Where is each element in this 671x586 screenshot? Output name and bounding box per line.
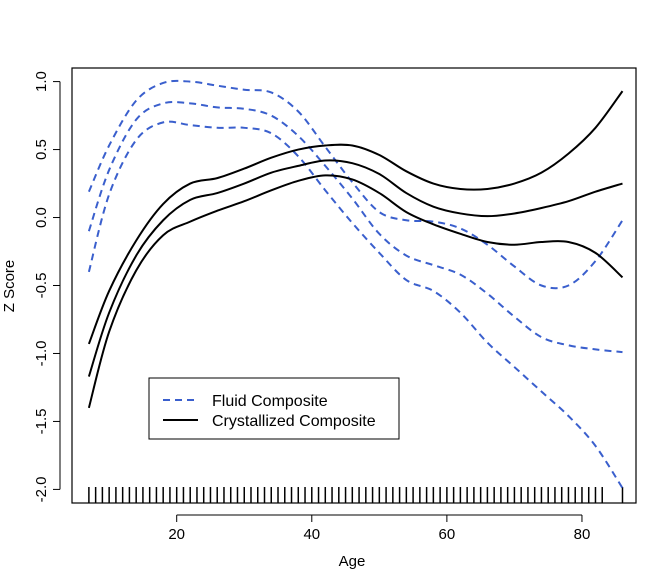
- y-tick-label: -2.0: [33, 476, 50, 502]
- y-tick-label: -0.5: [33, 273, 50, 299]
- series-lines: [87, 79, 624, 489]
- y-axis-label: Z Score: [1, 260, 18, 313]
- legend-label-fluid: Fluid Composite: [212, 393, 328, 410]
- x-tick-label: 40: [303, 526, 320, 543]
- series-line-fluid-composite-upper: [87, 79, 624, 290]
- series-line-crystallized-composite-upper: [87, 90, 624, 345]
- y-tick-label: 1.0: [33, 71, 50, 92]
- rug-marks: [88, 487, 624, 503]
- legend-label-crystallized: Crystallized Composite: [212, 413, 376, 430]
- x-axis-label: Age: [339, 553, 366, 570]
- series-line-crystallized-composite-lower: [87, 174, 624, 409]
- plot-frame: [71, 67, 637, 504]
- series-line-crystallized-composite: [87, 159, 623, 377]
- x-axis: 20 40 60 80: [168, 514, 591, 543]
- y-tick-label: -1.5: [33, 409, 50, 435]
- series-line-fluid-composite: [87, 100, 623, 354]
- y-tick-label: 0.5: [33, 139, 50, 160]
- y-axis: -2.0 -1.5 -1.0 -0.5 0.0 0.5 1.0: [33, 71, 61, 502]
- series-line-fluid-composite-lower: [87, 120, 624, 489]
- x-tick-label: 20: [168, 526, 185, 543]
- y-tick-label: -1.0: [33, 341, 50, 367]
- legend-box: [148, 377, 400, 440]
- y-tick-label: 0.0: [33, 207, 50, 228]
- x-tick-label: 60: [439, 526, 456, 543]
- legend: Fluid Composite Crystallized Composite: [148, 377, 400, 440]
- x-tick-label: 80: [574, 526, 591, 543]
